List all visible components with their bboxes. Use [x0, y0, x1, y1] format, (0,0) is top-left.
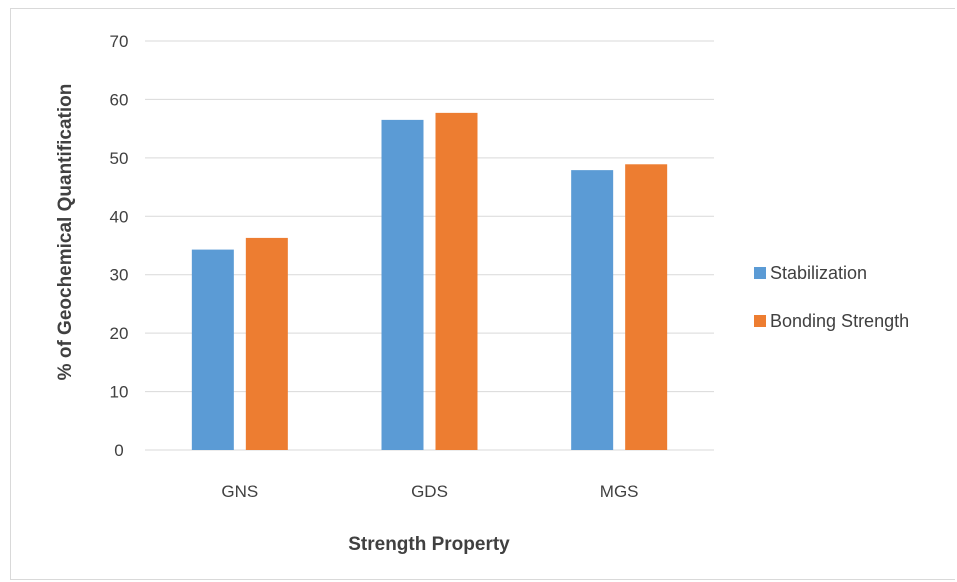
bar-gds-bonding-strength	[435, 112, 478, 451]
y-tick-label: 60	[110, 90, 129, 109]
y-tick-label: 40	[110, 207, 129, 226]
y-tick-label: 0	[114, 441, 123, 460]
legend-label: Stabilization	[770, 263, 867, 283]
legend: Stabilization Bonding Strength	[754, 263, 909, 331]
y-tick-label: 20	[110, 324, 129, 343]
bar-gns-bonding-strength	[245, 237, 288, 450]
bar-mgs-bonding-strength	[625, 164, 668, 450]
y-tick-label: 30	[110, 266, 129, 285]
x-tick-label: GNS	[221, 482, 258, 501]
bar-gds-stabilization	[381, 119, 424, 450]
legend-label: Bonding Strength	[770, 311, 909, 331]
y-tick-labels: 0 10 20 30 40 50 60 70	[110, 32, 129, 460]
legend-swatch	[754, 315, 766, 327]
chart-frame	[10, 8, 955, 580]
x-tick-label: MGS	[600, 482, 639, 501]
y-tick-label: 50	[110, 149, 129, 168]
y-tick-label: 10	[110, 383, 129, 402]
x-axis-title: Strength Property	[348, 534, 510, 555]
x-tick-labels: GNS GDS MGS	[221, 482, 638, 501]
y-tick-label: 70	[110, 32, 129, 51]
y-axis-title: % of Geochemical Quantification	[55, 84, 76, 381]
legend-swatch	[754, 267, 766, 279]
bar-mgs-stabilization	[571, 170, 614, 450]
x-tick-label: GDS	[411, 482, 448, 501]
bar-gns-stabilization	[191, 249, 234, 450]
bars	[191, 112, 668, 451]
gridlines	[145, 40, 714, 451]
